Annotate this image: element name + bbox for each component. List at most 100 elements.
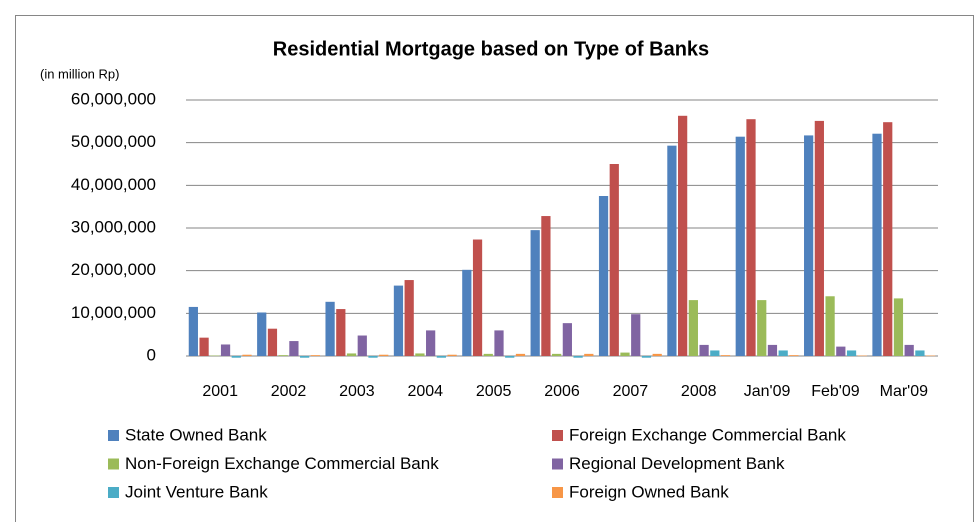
x-tick-label: Mar'09 <box>880 383 929 400</box>
bar <box>541 216 551 356</box>
bar <box>735 136 745 356</box>
bar <box>505 356 515 358</box>
legend-swatch <box>552 430 563 441</box>
legend-swatch <box>552 487 563 498</box>
bar <box>289 341 299 356</box>
bar <box>483 353 493 356</box>
bar <box>267 328 278 356</box>
bar <box>472 239 483 356</box>
y-tick-label: 20,000,000 <box>71 260 156 279</box>
bar <box>699 344 709 356</box>
bar <box>598 196 609 356</box>
x-tick-label: 2006 <box>544 383 580 400</box>
bar <box>926 355 936 357</box>
y-tick-label: 30,000,000 <box>71 217 156 236</box>
bar <box>220 344 231 356</box>
bar <box>757 300 767 356</box>
legend-label: State Owned Bank <box>125 425 267 444</box>
bar <box>231 356 241 358</box>
bar <box>778 350 788 356</box>
x-tick-label: 2002 <box>271 383 307 400</box>
x-tick-label: 2007 <box>613 383 649 400</box>
y-tick-label: 0 <box>147 345 156 364</box>
bar <box>530 230 540 356</box>
bar <box>767 344 778 356</box>
bar <box>393 285 404 356</box>
bar <box>872 133 882 356</box>
bar <box>188 306 198 356</box>
bar <box>746 119 756 356</box>
bar <box>609 164 619 356</box>
legend-swatch <box>108 487 119 498</box>
x-tick-label: 2008 <box>681 383 717 400</box>
bar <box>836 346 846 356</box>
bar <box>278 355 288 356</box>
y-tick-label: 40,000,000 <box>71 175 156 194</box>
bar <box>462 269 472 356</box>
bar <box>336 309 346 356</box>
bar <box>710 350 720 356</box>
bar <box>210 355 220 357</box>
bar <box>620 352 630 356</box>
x-tick-label: Feb'09 <box>811 383 860 400</box>
bar <box>368 356 378 358</box>
bar <box>404 280 414 356</box>
bar <box>584 353 594 356</box>
bar <box>904 344 914 356</box>
x-tick-label: Jan'09 <box>744 383 791 400</box>
bar <box>426 330 436 356</box>
legend-label: Foreign Exchange Commercial Bank <box>569 425 846 444</box>
y-tick-label: 10,000,000 <box>71 303 156 322</box>
bar <box>804 135 814 356</box>
legend-label: Joint Venture Bank <box>125 482 268 501</box>
legend-label: Non-Foreign Exchange Commercial Bank <box>125 454 439 473</box>
bar <box>846 350 857 356</box>
bar <box>257 312 267 356</box>
legend-swatch <box>108 458 119 470</box>
bar <box>494 330 504 356</box>
bar <box>515 353 526 356</box>
bar <box>631 314 641 356</box>
bar <box>379 354 389 356</box>
bar <box>915 350 925 356</box>
bar <box>678 115 688 356</box>
legend-swatch <box>108 430 119 441</box>
bar <box>562 323 572 356</box>
bar <box>652 353 662 356</box>
bar <box>883 122 893 356</box>
bar <box>415 353 425 356</box>
bar <box>325 301 335 356</box>
bar <box>825 296 835 356</box>
bar <box>346 353 357 356</box>
x-tick-label: 2003 <box>339 383 375 400</box>
bar <box>814 120 824 356</box>
y-tick-label: 60,000,000 <box>71 89 156 108</box>
legend-label: Regional Development Bank <box>569 454 785 473</box>
bar <box>857 355 867 357</box>
y-tick-label: 50,000,000 <box>71 132 156 151</box>
bar <box>242 354 252 356</box>
bar <box>667 145 677 356</box>
bar <box>447 354 457 356</box>
bar <box>720 355 731 356</box>
legend-swatch <box>552 458 563 470</box>
bar <box>300 356 310 358</box>
bar <box>310 355 320 356</box>
x-tick-label: 2001 <box>202 383 238 400</box>
bar <box>641 356 652 358</box>
bar <box>893 298 904 356</box>
x-tick-label: 2005 <box>476 383 512 400</box>
bar <box>688 300 698 356</box>
bar <box>573 356 583 358</box>
x-tick-label: 2004 <box>407 383 443 400</box>
legend-label: Foreign Owned Bank <box>569 482 729 501</box>
y-axis-label: (in million Rp) <box>40 66 119 81</box>
bar <box>789 355 799 356</box>
bar <box>357 335 367 356</box>
chart-title: Residential Mortgage based on Type of Ba… <box>273 38 709 60</box>
bar <box>436 356 446 358</box>
bar <box>199 337 209 356</box>
chart-frame <box>15 15 974 522</box>
